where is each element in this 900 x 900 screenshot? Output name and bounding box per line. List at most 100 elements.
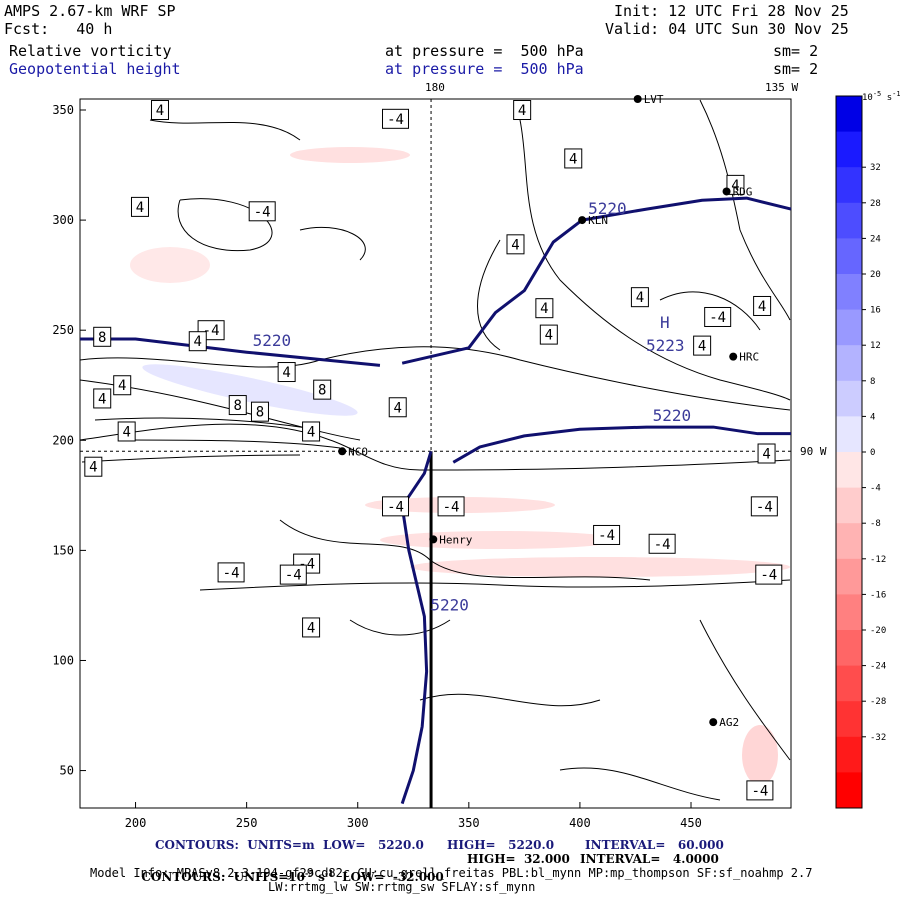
vorticity-label: 4	[277, 362, 296, 383]
y-tick-label: 50	[60, 764, 74, 778]
stations: LVT RDG KLN HRC NCO Henry AG2	[338, 93, 759, 729]
station-label: RDG	[733, 185, 753, 198]
vorticity-label: -4	[382, 496, 410, 517]
valid-time: Valid: 04 UTC Sun 30 Nov 25	[605, 20, 849, 38]
height-contour-label: 5220	[588, 199, 627, 218]
y-tick-label: 150	[52, 543, 74, 557]
svg-text:4: 4	[762, 447, 770, 463]
height-contour-line	[401, 196, 792, 365]
colorbar-tick-label: -24	[870, 662, 886, 672]
height-contour-line	[400, 450, 433, 805]
svg-text:4: 4	[282, 365, 290, 381]
svg-text:8: 8	[256, 405, 264, 421]
vorticity-label: 4	[388, 397, 407, 418]
svg-text:-4: -4	[598, 528, 615, 544]
svg-text:4: 4	[98, 391, 106, 407]
vorticity-label: 4	[757, 443, 776, 464]
vorticity-label: -4	[648, 533, 676, 554]
vorticity-label: -4	[248, 201, 276, 222]
station-label: Henry	[439, 533, 472, 546]
vorticity-label: -4	[746, 780, 774, 801]
height-contour-label: 5220	[253, 331, 292, 350]
axes: 200 250 300 350 400 450 50 100 150 200 250 300 350	[52, 103, 702, 830]
vorticity-label: 8	[313, 379, 332, 400]
plot-frame	[79, 98, 792, 809]
vorticity-label: 4	[150, 100, 169, 121]
station-label: HRC	[739, 351, 759, 364]
colorbar-tick-label: -8	[870, 519, 881, 529]
vorticity-label: -4	[593, 524, 621, 545]
colorbar-segment	[836, 345, 862, 382]
height-contour-info-c: INTERVAL= 60.000	[585, 838, 724, 852]
colorbar-tick-label: 0	[870, 448, 875, 458]
svg-text:-4: -4	[285, 568, 302, 584]
colorbar-tick-label: 20	[870, 270, 881, 280]
svg-text:4: 4	[518, 103, 526, 119]
colorbar-segment	[836, 523, 862, 560]
colorbar-segment	[836, 487, 862, 524]
colorbar-segment	[836, 96, 862, 133]
colorbar-tick-label: 12	[870, 341, 881, 351]
vorticity-label: 4	[113, 375, 132, 396]
x-tick-label: 250	[236, 816, 258, 830]
vorticity-label: 4	[130, 196, 149, 217]
svg-text:-4: -4	[709, 310, 726, 326]
svg-text:4: 4	[394, 400, 402, 416]
colorbar-segment	[836, 131, 862, 168]
colorbar-segment	[836, 594, 862, 631]
vorticity-label: 8	[228, 395, 247, 416]
svg-text:8: 8	[318, 383, 326, 399]
vorticity-label: 4	[630, 287, 649, 308]
vorticity-label: 4	[93, 388, 112, 409]
colorbar-tick-label: 8	[870, 377, 875, 387]
vorticity-label: -4	[382, 108, 410, 129]
svg-text:8: 8	[98, 330, 106, 346]
colorbar-segment	[836, 274, 862, 311]
colorbar: 32 28 24 20 16 12 8 4 0 -4 -8 -12 -16 -20 -24 -28 -32	[835, 95, 886, 809]
colorbar-tick-label: -32	[870, 733, 886, 743]
height-contour-line	[452, 425, 791, 464]
height-contour-label: 5220	[653, 406, 692, 425]
svg-text:4: 4	[569, 151, 577, 167]
geopotential-height-contours: 5220 5220 5220 5220	[80, 196, 792, 805]
station-marker: HRC	[729, 351, 759, 364]
svg-text:4: 4	[540, 301, 548, 317]
colorbar-tick-label: 24	[870, 234, 881, 244]
vorticity-label: 8	[93, 326, 112, 347]
colorbar-segment	[836, 202, 862, 239]
high-value: 5223	[646, 336, 685, 355]
model-info: Model Info: MPASv8.2.3-194-gf29cd82c CU:…	[90, 866, 813, 880]
height-contour-line	[80, 337, 381, 367]
svg-text:-4: -4	[760, 568, 777, 584]
colorbar-segment	[836, 452, 862, 489]
svg-text:4: 4	[731, 178, 739, 194]
x-tick-label: 200	[125, 816, 147, 830]
svg-text:4: 4	[698, 339, 706, 355]
field2-smoothing: sm= 2	[773, 60, 819, 78]
svg-text:-4: -4	[223, 565, 240, 581]
colorbar-tick-label: 28	[870, 199, 881, 209]
lon-label-corner: 135 W	[765, 81, 798, 94]
vorticity-label: 4	[535, 298, 554, 319]
svg-text:-4: -4	[387, 112, 404, 128]
vorticity-label: 4	[302, 617, 321, 638]
vorticity-label: -4	[279, 564, 307, 585]
x-tick-label: 450	[680, 816, 702, 830]
x-tick-label: 400	[569, 816, 591, 830]
vorticity-label: 4	[539, 324, 558, 345]
colorbar-segment	[836, 736, 862, 773]
svg-text:4: 4	[307, 424, 315, 440]
field1-name: Relative vorticity	[9, 42, 172, 60]
model-info-2: LW:rrtmg_lw SW:rrtmg_sw SFLAY:sf_mynn	[268, 880, 536, 894]
vorticity-label: 4	[117, 421, 136, 442]
lon-label-right: 90 W	[800, 445, 827, 458]
station-label: AG2	[719, 716, 739, 729]
vort-contour-info: CONTOURS: UNITS=10-5 s-1 LOW= -32.000	[141, 868, 444, 884]
svg-text:4: 4	[758, 299, 766, 315]
vorticity-label: 4	[506, 234, 525, 255]
vorticity-label: -4	[437, 496, 465, 517]
vorticity-label: 4	[513, 100, 532, 121]
svg-text:-4: -4	[443, 499, 460, 515]
svg-text:4: 4	[636, 290, 644, 306]
colorbar-tick-label: 32	[870, 163, 881, 173]
